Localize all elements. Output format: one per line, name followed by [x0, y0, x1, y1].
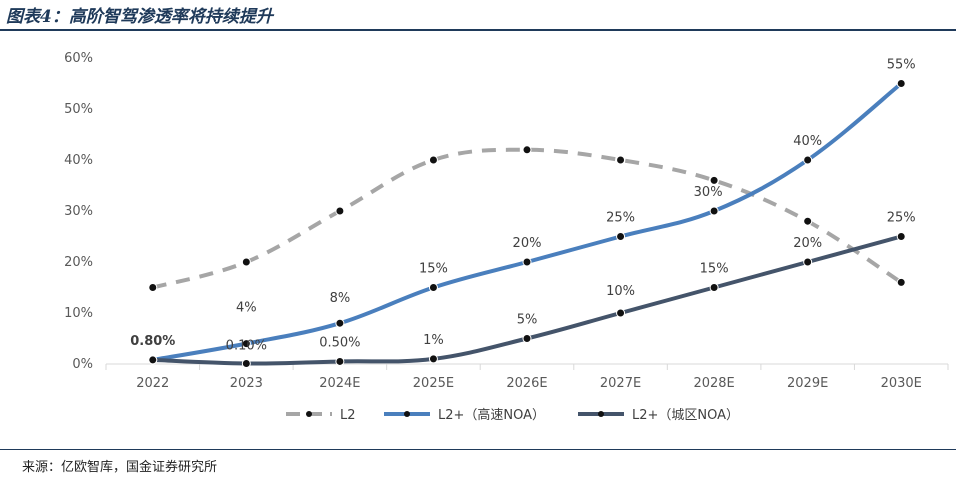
data-label-highway-noa: 15% — [419, 262, 448, 277]
data-point-l2 — [335, 206, 345, 216]
data-point-city-noa — [428, 354, 438, 364]
y-tick-label: 20% — [64, 255, 93, 270]
data-point-city-noa — [616, 308, 626, 318]
x-tick-label: 2024E — [319, 376, 360, 391]
x-axis: 2022 2023 2024E 2025E 2026E 2027E 2028E 2029E 20… — [105, 363, 949, 391]
legend-marker-city-noa — [598, 411, 604, 417]
data-label-highway-noa: 20% — [513, 236, 542, 251]
data-label-highway-noa: 25% — [606, 211, 635, 226]
data-point-l2 — [709, 175, 719, 185]
y-tick-label: 10% — [64, 306, 93, 321]
legend-label-l2: L2 — [340, 408, 356, 423]
data-point-l2 — [241, 257, 251, 267]
data-point-highway-noa — [616, 232, 626, 241]
x-tick-label: 2026E — [506, 376, 547, 391]
title-rule — [0, 29, 956, 31]
chart-title: 图表4：高阶智驾渗透率将持续提升 — [6, 7, 273, 27]
x-tick-label: 2022 — [136, 376, 169, 391]
data-point-city-noa — [148, 355, 158, 365]
data-label-highway-noa: 30% — [694, 185, 723, 200]
data-point-city-noa — [709, 283, 719, 292]
data-point-highway-noa — [803, 155, 813, 165]
legend-marker-l2 — [306, 411, 312, 417]
data-point-l2 — [522, 145, 532, 155]
data-point-l2 — [616, 155, 626, 165]
data-label-highway-noa: 8% — [330, 291, 351, 306]
x-tick-label: 2023 — [230, 376, 263, 391]
y-tick-label: 60% — [64, 51, 93, 66]
y-tick-label: 0% — [72, 357, 93, 372]
data-label-city-noa: 25% — [887, 211, 916, 226]
data-point-city-noa — [522, 334, 532, 343]
y-axis: 0% 10% 20% 30% 40% 50% 60% — [64, 51, 93, 372]
x-tick-label: 2030E — [881, 376, 922, 391]
data-point-city-noa — [241, 358, 251, 368]
data-point-highway-noa — [241, 339, 251, 349]
data-point-highway-noa — [335, 318, 345, 328]
legend-label-highway-noa: L2+（高速NOA） — [438, 407, 545, 423]
y-tick-label: 50% — [64, 102, 93, 117]
legend: L2 L2+（高速NOA） L2+（城区NOA） — [286, 407, 739, 423]
x-tick-label: 2027E — [600, 376, 641, 391]
data-point-city-noa — [803, 257, 813, 267]
legend-marker-highway-noa — [404, 411, 410, 417]
y-tick-label: 40% — [64, 153, 93, 168]
data-label-city-noa: 20% — [793, 236, 822, 251]
data-label-city-noa: 15% — [700, 262, 729, 277]
data-point-l2 — [896, 277, 906, 287]
data-point-highway-noa — [896, 79, 906, 88]
x-tick-label: 2029E — [787, 376, 828, 391]
data-label-highway-noa: 55% — [887, 58, 916, 73]
data-label-highway-noa: 40% — [793, 134, 822, 149]
series-layer — [148, 79, 906, 368]
data-point-l2 — [428, 155, 438, 165]
data-point-highway-noa — [709, 206, 719, 216]
data-point-highway-noa — [522, 257, 532, 267]
data-label-city-noa: 0.10% — [226, 338, 267, 353]
data-label-highway-noa: 0.80% — [130, 334, 175, 349]
footer-rule — [0, 449, 956, 450]
data-label-city-noa: 0.50% — [319, 335, 360, 350]
data-point-highway-noa — [428, 283, 438, 292]
data-labels: 0.80% 4% 8% 15% 20% 25% 30% 40% 55% 0.10% 0.50% 1% 5… — [130, 58, 915, 354]
data-label-city-noa: 10% — [606, 284, 635, 299]
x-tick-label: 2025E — [413, 376, 454, 391]
data-label-city-noa: 5% — [517, 313, 538, 328]
data-point-city-noa — [335, 356, 345, 366]
data-point-l2 — [148, 283, 158, 292]
y-tick-label: 30% — [64, 204, 93, 219]
data-label-city-noa: 1% — [423, 333, 444, 348]
x-tick-label: 2028E — [693, 376, 734, 391]
series-line-l2 — [152, 147, 903, 290]
data-label-highway-noa: 4% — [236, 301, 257, 316]
data-point-city-noa — [896, 232, 906, 241]
line-chart: 0%10%20%30%40%50%60% 2022 2023 2024E 2025E 2… — [64, 51, 949, 423]
legend-label-city-noa: L2+（城区NOA） — [632, 408, 739, 423]
data-point-l2 — [803, 216, 813, 226]
source-note: 来源：亿欧智库，国金证券研究所 — [22, 460, 218, 475]
